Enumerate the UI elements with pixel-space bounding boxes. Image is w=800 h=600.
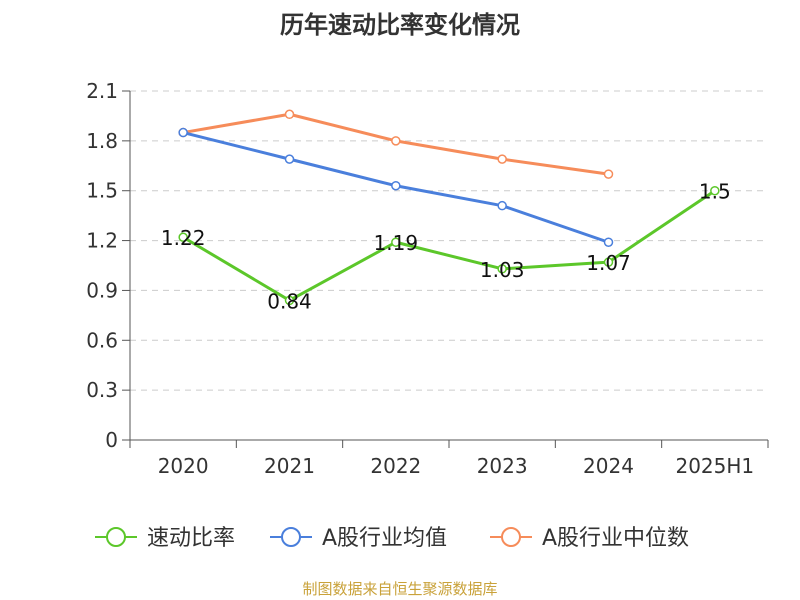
y-tick-label: 1.2 (86, 229, 118, 253)
series-line (182, 189, 716, 302)
y-tick-label: 0 (105, 428, 118, 452)
data-label: 1.19 (374, 231, 419, 255)
data-point[interactable] (391, 136, 401, 146)
data-label: 1.5 (699, 180, 731, 204)
legend-marker (281, 527, 301, 547)
y-tick-label: 2.1 (86, 79, 118, 103)
grid-lines (130, 90, 768, 391)
data-label: 0.84 (267, 289, 312, 313)
x-tick-label: 2024 (583, 454, 634, 478)
data-point[interactable] (178, 127, 188, 138)
data-point[interactable] (284, 154, 295, 164)
data-label: 1.22 (161, 226, 206, 250)
data-point[interactable] (284, 109, 295, 120)
legend-item-1[interactable]: A股行业均值 (270, 526, 447, 551)
y-tick-label: 0.9 (86, 278, 118, 302)
series-group: 1.22 0.84 1.19 1.03 1.07 1.5 (161, 109, 731, 314)
y-tick-label: 0.3 (86, 378, 118, 402)
axes: 0 0.3 0.6 0.9 1.2 1.5 1.8 2.1 2020 2021 2022 2023 20… (86, 79, 769, 478)
legend-marker (501, 527, 521, 547)
data-point[interactable] (284, 295, 295, 306)
x-tick-label: 2022 (370, 454, 421, 478)
series-1 (178, 127, 614, 247)
series-2 (178, 109, 614, 179)
data-point[interactable] (603, 237, 614, 247)
x-tick-label: 2021 (264, 454, 315, 478)
data-point[interactable] (497, 154, 507, 164)
chart-title: 历年速动比率变化情况 (280, 11, 520, 39)
y-tick-label: 1.5 (86, 179, 118, 203)
legend-item-0[interactable]: 速动比率 (95, 526, 235, 551)
x-tick-label: 2023 (477, 454, 528, 478)
y-tick-label: 0.6 (86, 328, 118, 352)
data-point[interactable] (391, 237, 401, 247)
data-point[interactable] (497, 200, 507, 211)
data-point[interactable] (710, 185, 720, 196)
x-tick-label: 2020 (158, 454, 209, 478)
legend-item-2[interactable]: A股行业中位数 (490, 526, 689, 551)
data-point[interactable] (603, 169, 614, 179)
y-tick-label: 1.8 (86, 129, 118, 153)
legend-label: 速动比率 (147, 526, 235, 551)
legend-label: A股行业均值 (322, 526, 447, 551)
source-note: 制图数据来自恒生聚源数据库 (302, 580, 497, 598)
data-label: 1.07 (586, 251, 631, 275)
legend: 速动比率 A股行业均值 A股行业中位数 (95, 526, 689, 551)
data-point[interactable] (497, 264, 507, 274)
data-point[interactable] (178, 232, 188, 242)
legend-marker (106, 527, 126, 547)
data-point[interactable] (391, 180, 401, 191)
data-point[interactable] (603, 257, 614, 267)
data-label: 1.03 (480, 258, 525, 282)
series-0: 1.22 0.84 1.19 1.03 1.07 1.5 (161, 180, 731, 314)
legend-label: A股行业中位数 (542, 526, 689, 551)
x-tick-label: 2025H1 (675, 454, 754, 478)
